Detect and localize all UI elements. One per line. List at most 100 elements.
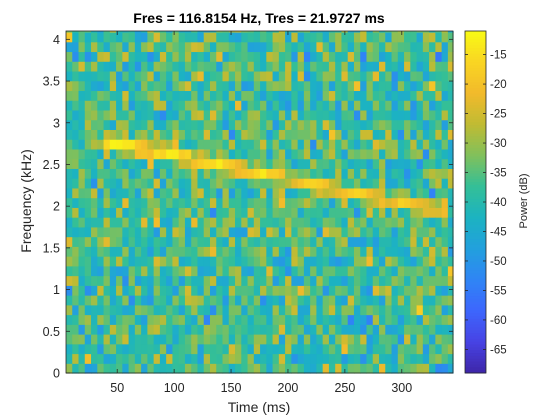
heatmap-cell	[328, 295, 336, 306]
heatmap-cell	[253, 353, 261, 364]
colorbar-segment	[465, 350, 486, 354]
colorbar-segment	[465, 139, 486, 143]
heatmap-cell	[310, 343, 318, 355]
heatmap-cell	[366, 158, 374, 169]
heatmap-cell	[134, 246, 142, 257]
heatmap-cell	[291, 217, 299, 228]
heatmap-cell	[291, 90, 299, 101]
heatmap-cell	[203, 363, 211, 374]
heatmap-cell	[335, 197, 343, 208]
heatmap-cell	[435, 275, 443, 286]
x-tick-label: 100	[164, 381, 185, 395]
heatmap-cell	[216, 168, 224, 179]
heatmap-cell	[209, 178, 217, 189]
heatmap-cell	[429, 119, 436, 130]
heatmap-cell	[78, 168, 86, 179]
heatmap-cell	[435, 265, 443, 277]
colorbar-segment	[465, 290, 486, 294]
heatmap-cell	[97, 226, 105, 238]
heatmap-cell	[372, 61, 380, 72]
heatmap-cell	[322, 246, 330, 257]
heatmap-cell	[128, 90, 136, 101]
heatmap-cell	[391, 197, 399, 208]
heatmap-cell	[297, 285, 305, 296]
heatmap-cell	[310, 70, 318, 82]
heatmap-cell	[360, 158, 368, 169]
heatmap-cell	[422, 343, 430, 355]
heatmap-cell	[128, 314, 136, 325]
heatmap-cell	[166, 168, 174, 179]
heatmap-cell	[166, 353, 174, 364]
heatmap-cell	[397, 363, 405, 374]
heatmap-cell	[391, 100, 399, 111]
heatmap-cell	[184, 148, 192, 160]
heatmap-cell	[310, 314, 318, 325]
heatmap-cell	[116, 119, 123, 130]
heatmap-cell	[360, 226, 368, 238]
heatmap-cell	[328, 363, 336, 374]
heatmap-cell	[147, 148, 155, 160]
heatmap-cell	[441, 314, 449, 325]
heatmap-cell	[184, 139, 192, 150]
heatmap-cell	[266, 119, 274, 130]
heatmap-cell	[191, 51, 199, 62]
heatmap-cell	[247, 178, 255, 189]
heatmap-cell	[216, 61, 224, 72]
heatmap-cell	[97, 139, 105, 150]
heatmap-cell	[91, 334, 98, 345]
heatmap-cell	[178, 207, 186, 218]
colorbar-segment	[465, 207, 486, 212]
heatmap-cell	[235, 275, 242, 286]
heatmap-cell	[72, 51, 80, 62]
heatmap-cell	[429, 168, 436, 179]
heatmap-cell	[435, 343, 443, 355]
heatmap-cell	[103, 197, 111, 208]
y-tick-label: 2.5	[43, 158, 60, 172]
heatmap-cell	[91, 80, 98, 92]
heatmap-cell	[78, 139, 86, 150]
heatmap-cell	[328, 197, 336, 208]
heatmap-cell	[253, 324, 261, 335]
heatmap-cell	[285, 41, 292, 53]
heatmap-cell	[184, 187, 192, 199]
heatmap-cell	[422, 275, 430, 286]
heatmap-cell	[291, 129, 299, 140]
heatmap-cell	[291, 148, 299, 160]
heatmap-cell	[441, 334, 449, 345]
heatmap-cell	[209, 363, 217, 374]
heatmap-cell	[266, 158, 274, 169]
heatmap-cell	[166, 285, 174, 296]
heatmap-cell	[153, 109, 161, 121]
heatmap-cell	[247, 31, 255, 33]
heatmap-cell	[316, 31, 324, 33]
heatmap-cell	[429, 100, 436, 111]
heatmap-cell	[372, 178, 380, 189]
colorbar-segment	[465, 42, 486, 46]
heatmap-cell	[285, 363, 292, 374]
heatmap-cell	[353, 353, 361, 364]
heatmap-cell	[385, 363, 393, 374]
heatmap-cell	[172, 207, 180, 218]
heatmap-cell	[347, 314, 355, 325]
heatmap-cell	[247, 275, 255, 286]
colorbar-segment	[465, 210, 486, 214]
heatmap-cell	[84, 70, 92, 82]
heatmap-cell	[216, 304, 224, 316]
heatmap-cell	[316, 226, 324, 238]
chart-title: Fres = 116.8154 Hz, Tres = 21.9727 ms	[133, 10, 385, 26]
heatmap-cell	[366, 61, 374, 72]
heatmap-cell	[72, 31, 80, 43]
heatmap-cell	[241, 31, 249, 33]
heatmap-cell	[447, 187, 454, 199]
y-tick-label: 0	[53, 367, 60, 381]
heatmap-cell	[184, 217, 192, 228]
heatmap-cell	[153, 31, 161, 43]
heatmap-cell	[447, 197, 454, 208]
heatmap-cell	[122, 314, 130, 325]
heatmap-cell	[84, 90, 92, 101]
heatmap-cell	[435, 207, 443, 218]
heatmap-cell	[429, 197, 436, 208]
heatmap-cell	[203, 31, 211, 43]
heatmap-cell	[297, 314, 305, 325]
